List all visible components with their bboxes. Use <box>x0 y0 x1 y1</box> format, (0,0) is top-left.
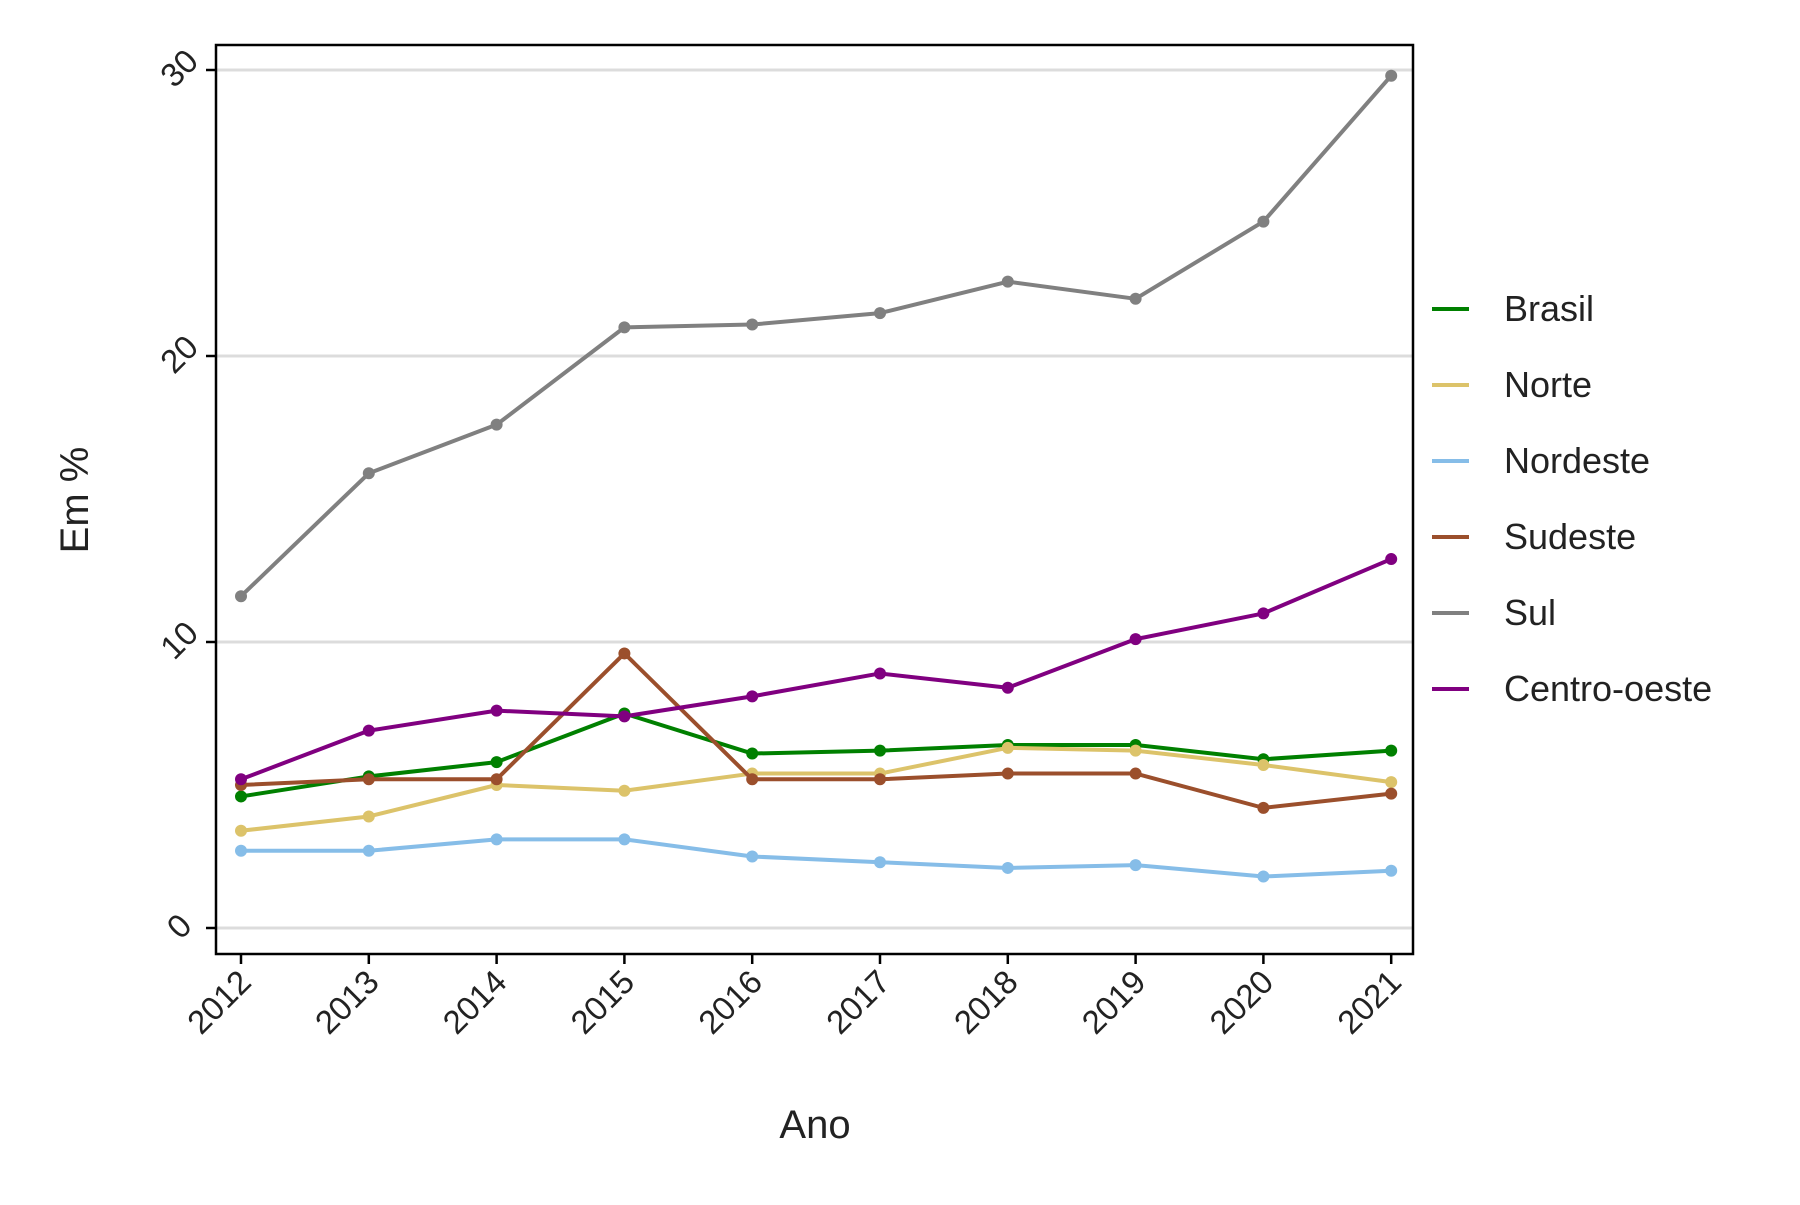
point-centro-oeste <box>1385 553 1398 566</box>
legend-item-nordeste: Nordeste <box>1432 440 1650 481</box>
point-brasil <box>746 747 759 760</box>
point-norte <box>1257 758 1270 771</box>
point-centro-oeste <box>874 667 886 680</box>
x-tick-label: 2017 <box>819 963 897 1041</box>
point-norte <box>1129 744 1142 757</box>
x-tick-label: 2020 <box>1202 963 1280 1041</box>
point-norte <box>1385 776 1398 789</box>
x-tick-label: 2019 <box>1074 963 1152 1041</box>
point-brasil <box>1385 744 1398 757</box>
line-brasil <box>239 711 1394 799</box>
point-sudeste <box>1257 801 1270 814</box>
axes: 0 10 20 30 2012 2013 2014 2015 2016 2017 2018 2019 2… <box>153 42 1408 1041</box>
x-tick-label: 2012 <box>180 963 258 1041</box>
point-sul <box>1257 215 1270 228</box>
point-nordeste <box>1257 870 1270 883</box>
legend: Brasil Norte Nordeste Sudeste Sul Centro-oest… <box>1432 288 1712 709</box>
point-centro-oeste <box>618 710 631 723</box>
legend-label: Brasil <box>1504 288 1594 329</box>
legend-item-norte: Norte <box>1432 364 1592 405</box>
line-nordeste <box>239 837 1394 879</box>
point-sul <box>235 590 247 603</box>
point-brasil <box>235 790 247 803</box>
point-sul <box>1001 275 1014 288</box>
point-sul <box>362 467 375 480</box>
series-sul <box>235 69 1398 603</box>
x-tick-label: 2015 <box>563 963 641 1041</box>
point-norte <box>618 784 631 797</box>
x-tick-label: 2014 <box>435 963 513 1041</box>
series-lines <box>235 69 1398 883</box>
point-nordeste <box>235 844 247 857</box>
x-tick-label: 2018 <box>947 963 1025 1041</box>
point-nordeste <box>1001 861 1014 874</box>
point-nordeste <box>874 856 886 869</box>
x-tick-label: 2021 <box>1330 963 1408 1041</box>
point-sul <box>1129 292 1142 305</box>
point-sudeste <box>618 647 631 660</box>
point-norte <box>362 810 375 823</box>
x-tick-label: 2016 <box>691 963 769 1041</box>
point-sul <box>490 418 503 431</box>
legend-item-centro-oeste: Centro-oeste <box>1432 668 1712 709</box>
line-sudeste <box>239 651 1394 810</box>
point-norte <box>1001 741 1014 754</box>
point-nordeste <box>1129 859 1142 872</box>
line-norte <box>239 745 1394 833</box>
point-sudeste <box>1129 767 1142 780</box>
legend-label: Sudeste <box>1504 516 1636 557</box>
legend-item-sudeste: Sudeste <box>1432 516 1636 557</box>
point-sul <box>746 318 759 331</box>
point-centro-oeste <box>235 773 247 786</box>
point-nordeste <box>746 850 759 863</box>
point-nordeste <box>618 833 631 846</box>
point-centro-oeste <box>362 724 375 737</box>
point-sul <box>874 307 886 320</box>
point-sudeste <box>1385 787 1398 800</box>
point-nordeste <box>1385 864 1398 877</box>
y-tick-label: 0 <box>159 906 198 945</box>
point-sudeste <box>490 773 503 786</box>
x-tick-label: 2013 <box>308 963 386 1041</box>
plot-frame <box>214 43 1415 956</box>
point-sudeste <box>874 773 886 786</box>
legend-label: Centro-oeste <box>1504 668 1712 709</box>
line-centro-oeste <box>239 557 1394 782</box>
point-centro-oeste <box>1257 607 1270 620</box>
point-sudeste <box>746 773 759 786</box>
point-centro-oeste <box>746 690 759 703</box>
legend-item-brasil: Brasil <box>1432 288 1594 329</box>
point-sul <box>618 321 631 334</box>
point-centro-oeste <box>1001 681 1014 694</box>
gridlines <box>216 68 1413 930</box>
series-sudeste <box>235 647 1398 814</box>
legend-label: Nordeste <box>1504 440 1650 481</box>
x-axis-title: Ano <box>779 1103 850 1147</box>
y-tick-label: 10 <box>153 614 205 666</box>
legend-item-sul: Sul <box>1432 592 1556 633</box>
legend-label: Norte <box>1504 364 1592 405</box>
line-sul <box>239 73 1394 599</box>
point-brasil <box>490 756 503 769</box>
point-sul <box>1385 69 1398 82</box>
series-centro-oeste <box>235 553 1398 786</box>
series-brasil <box>235 707 1398 803</box>
point-sudeste <box>1001 767 1014 780</box>
series-nordeste <box>235 833 1398 883</box>
point-centro-oeste <box>490 704 503 717</box>
point-nordeste <box>490 833 503 846</box>
point-sudeste <box>362 773 375 786</box>
point-norte <box>235 824 247 837</box>
point-centro-oeste <box>1129 633 1142 646</box>
point-brasil <box>874 744 886 757</box>
point-nordeste <box>362 844 375 857</box>
legend-label: Sul <box>1504 592 1556 633</box>
y-tick-label: 20 <box>153 328 205 380</box>
y-tick-label: 30 <box>153 42 205 94</box>
y-axis-title: Em % <box>53 447 97 554</box>
